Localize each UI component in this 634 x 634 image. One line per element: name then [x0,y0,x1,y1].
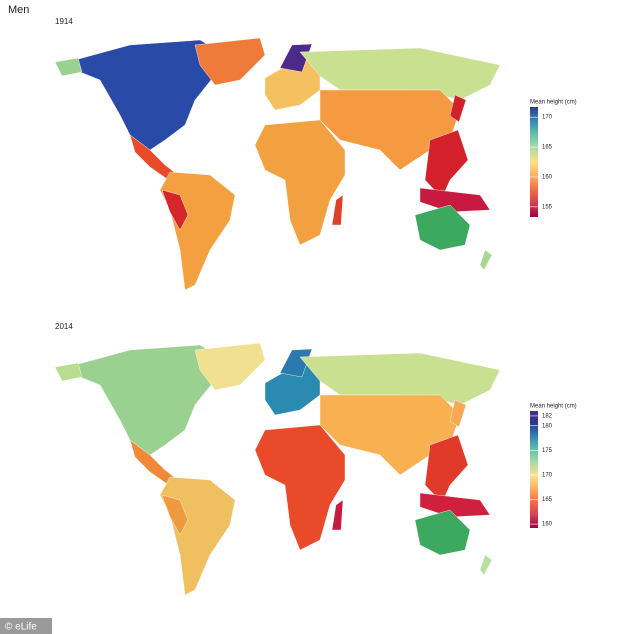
peru [161,494,189,536]
japan [449,399,467,428]
colorbar [530,107,538,217]
colorbar-tick-label: 175 [542,448,553,454]
colorbar-tick-label: 182 [542,413,553,419]
new-zealand [479,249,493,271]
colorbar-tick-label: 180 [542,423,553,429]
south-america [159,171,236,291]
south-america [159,476,236,596]
colorbar-tick-label: 165 [542,145,553,151]
colorbar-tick-label: 170 [542,472,553,478]
russia [299,47,501,101]
colorbar-tick-label: 160 [542,522,553,528]
southeast-asia [424,434,469,504]
scandinavia [279,348,313,378]
page-title: Men [8,4,29,16]
greenland [194,37,266,86]
alaska [54,362,83,382]
japan [449,94,467,123]
australia [414,509,471,556]
africa [254,424,346,551]
africa [254,119,346,246]
panel-year: 1914 [55,17,73,26]
footer-bg [0,618,52,634]
asia [319,89,461,171]
australia [414,204,471,251]
indonesia [419,187,491,213]
footer: © eLife [5,622,37,633]
panel-year: 2014 [55,322,73,331]
colorbar [530,411,538,528]
map-panel: 1914 Mean height (cm) 155 160 165 170 [54,17,577,291]
scandinavia [279,43,313,73]
madagascar [331,499,344,531]
north-america [74,344,226,456]
madagascar [331,194,344,226]
colorbar-tick-label: 170 [542,115,553,121]
asia [319,394,461,476]
russia [299,352,501,406]
colorbar-tick-label: 160 [542,175,553,181]
greenland [194,342,266,391]
north-america [74,39,226,151]
indonesia [419,492,491,518]
southeast-asia [424,129,469,199]
alaska [54,57,83,77]
legend-title: Mean height (cm) [530,404,577,410]
legend-title: Mean height (cm) [530,100,577,106]
colorbar-tick-label: 165 [542,497,553,503]
colorbar-tick-label: 155 [542,204,553,210]
new-zealand [479,554,493,576]
map-panel: 2014 Mean height (cm) 160 165 170 175 180 182 [54,322,577,596]
peru [161,189,189,231]
